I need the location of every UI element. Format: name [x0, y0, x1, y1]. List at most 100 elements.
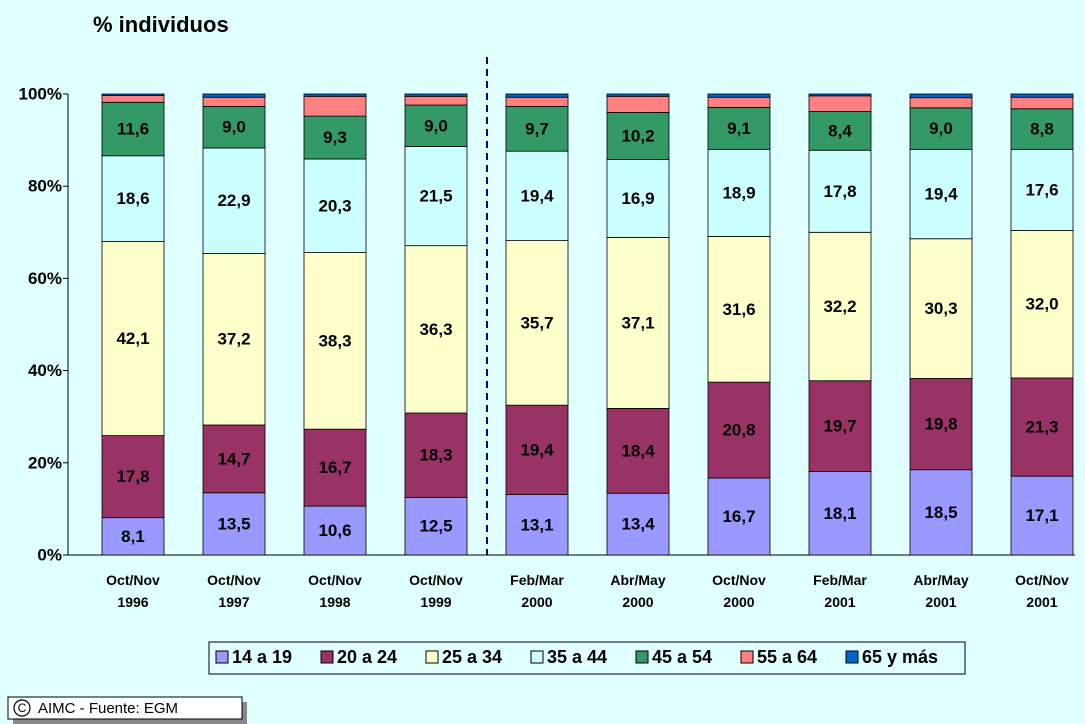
data-label: 17,1 — [1025, 506, 1058, 525]
legend-label: 14 a 19 — [232, 647, 292, 667]
bar-segment — [303, 115, 367, 160]
data-label: 14,7 — [217, 449, 250, 468]
bar-segment — [505, 240, 569, 406]
bar-segment — [202, 147, 266, 254]
data-label: 37,2 — [217, 330, 250, 349]
data-label: 19,7 — [823, 417, 856, 436]
data-label: 13,4 — [621, 515, 655, 534]
bar-segment — [202, 106, 266, 149]
data-label: 16,7 — [318, 458, 351, 477]
bar-segment — [404, 496, 468, 556]
data-label: 16,7 — [722, 507, 755, 526]
bar-segment — [606, 95, 670, 113]
x-tick-label: Abr/May 2000 — [610, 572, 665, 610]
legend-label: 35 a 44 — [547, 647, 607, 667]
data-label: 10,6 — [318, 521, 351, 540]
data-label: 18,9 — [722, 183, 755, 202]
bar-segment — [404, 412, 468, 498]
bar-segment — [101, 101, 165, 157]
legend-swatch — [530, 650, 544, 664]
data-label: 18,1 — [823, 504, 856, 523]
legend-box — [208, 641, 966, 675]
data-label: 9,0 — [222, 118, 246, 137]
bar-segment — [606, 112, 670, 160]
bar-segment — [101, 93, 165, 96]
bar-segment — [707, 106, 771, 150]
y-tick-label: 0% — [37, 545, 62, 564]
bar-segment — [707, 381, 771, 479]
bar-segment — [303, 93, 367, 97]
bar-segment — [404, 245, 468, 414]
bar-segment — [404, 146, 468, 247]
bar-segment — [303, 95, 367, 117]
bar-segment — [101, 517, 165, 556]
y-tick-label: 80% — [28, 177, 62, 196]
bar-segment — [606, 492, 670, 556]
bar-segment — [1010, 108, 1074, 150]
x-tick-label: Oct/Nov 2001 — [1015, 572, 1069, 610]
x-tick-label: Oct/Nov 2000 — [712, 572, 766, 610]
data-label: 17,8 — [116, 467, 149, 486]
bar-segment — [101, 435, 165, 519]
bar-segment — [505, 106, 569, 152]
bar-segment — [1010, 377, 1074, 477]
bar-segment — [202, 492, 266, 556]
bar-segment — [505, 494, 569, 556]
data-label: 18,4 — [621, 441, 655, 460]
data-label: 18,5 — [924, 503, 957, 522]
bar-segment — [303, 428, 367, 507]
data-label: 10,2 — [621, 126, 654, 145]
legend-label: 45 a 54 — [652, 647, 712, 667]
y-tick-label: 40% — [28, 361, 62, 380]
legend-label: 65 y más — [862, 647, 938, 667]
legend-label: 20 a 24 — [337, 647, 397, 667]
x-tick-label: Abr/May 2001 — [913, 572, 968, 610]
data-label: 9,7 — [525, 119, 549, 138]
data-label: 17,6 — [1025, 180, 1058, 199]
y-tick-label: 60% — [28, 269, 62, 288]
legend-swatch — [635, 650, 649, 664]
bar-segment — [202, 253, 266, 426]
bar-segment — [808, 231, 872, 382]
bar-segment — [707, 96, 771, 108]
bar-segment — [606, 236, 670, 409]
data-label: 37,1 — [621, 313, 654, 332]
bar-segment — [505, 404, 569, 496]
x-tick-label: Feb/Mar 2000 — [510, 572, 564, 610]
data-label: 35,7 — [520, 313, 553, 332]
data-label: 19,4 — [520, 440, 554, 459]
bar-segment — [909, 93, 973, 99]
copyright-letter: C — [18, 701, 27, 715]
bar-segment — [909, 378, 973, 471]
data-label: 13,5 — [217, 514, 250, 533]
legend-swatch — [215, 650, 229, 664]
data-label: 13,1 — [520, 515, 553, 534]
bar-segment — [606, 93, 670, 97]
bar-segment — [505, 93, 569, 98]
bar-segment — [303, 252, 367, 430]
x-tick-label: Oct/Nov 1996 — [106, 572, 160, 610]
bar-segment — [202, 93, 266, 98]
x-tick-label: Oct/Nov 1999 — [409, 572, 463, 610]
bar-segment — [1010, 230, 1074, 379]
bar-segment — [1010, 93, 1074, 98]
data-label: 21,5 — [419, 187, 452, 206]
data-label: 20,8 — [722, 421, 755, 440]
data-label: 17,8 — [823, 182, 856, 201]
legend-swatch — [425, 650, 439, 664]
data-label: 32,2 — [823, 297, 856, 316]
data-label: 19,4 — [520, 186, 554, 205]
data-label: 8,8 — [1030, 120, 1054, 139]
legend-swatch — [740, 650, 754, 664]
legend-label: 25 a 34 — [442, 647, 502, 667]
bar-segment — [303, 158, 367, 253]
data-label: 31,6 — [722, 300, 755, 319]
bar-segment — [909, 469, 973, 556]
bar-segment — [808, 380, 872, 472]
bar-segment — [101, 241, 165, 437]
legend-swatch — [320, 650, 334, 664]
data-label: 12,5 — [419, 517, 452, 536]
bar-segment — [606, 408, 670, 494]
data-label: 8,4 — [828, 121, 852, 140]
plot: 0% 20% 40% 60% 80% 100% Oct/Nov 1996 8,1 17,8 42,1… — [19, 84, 1075, 610]
